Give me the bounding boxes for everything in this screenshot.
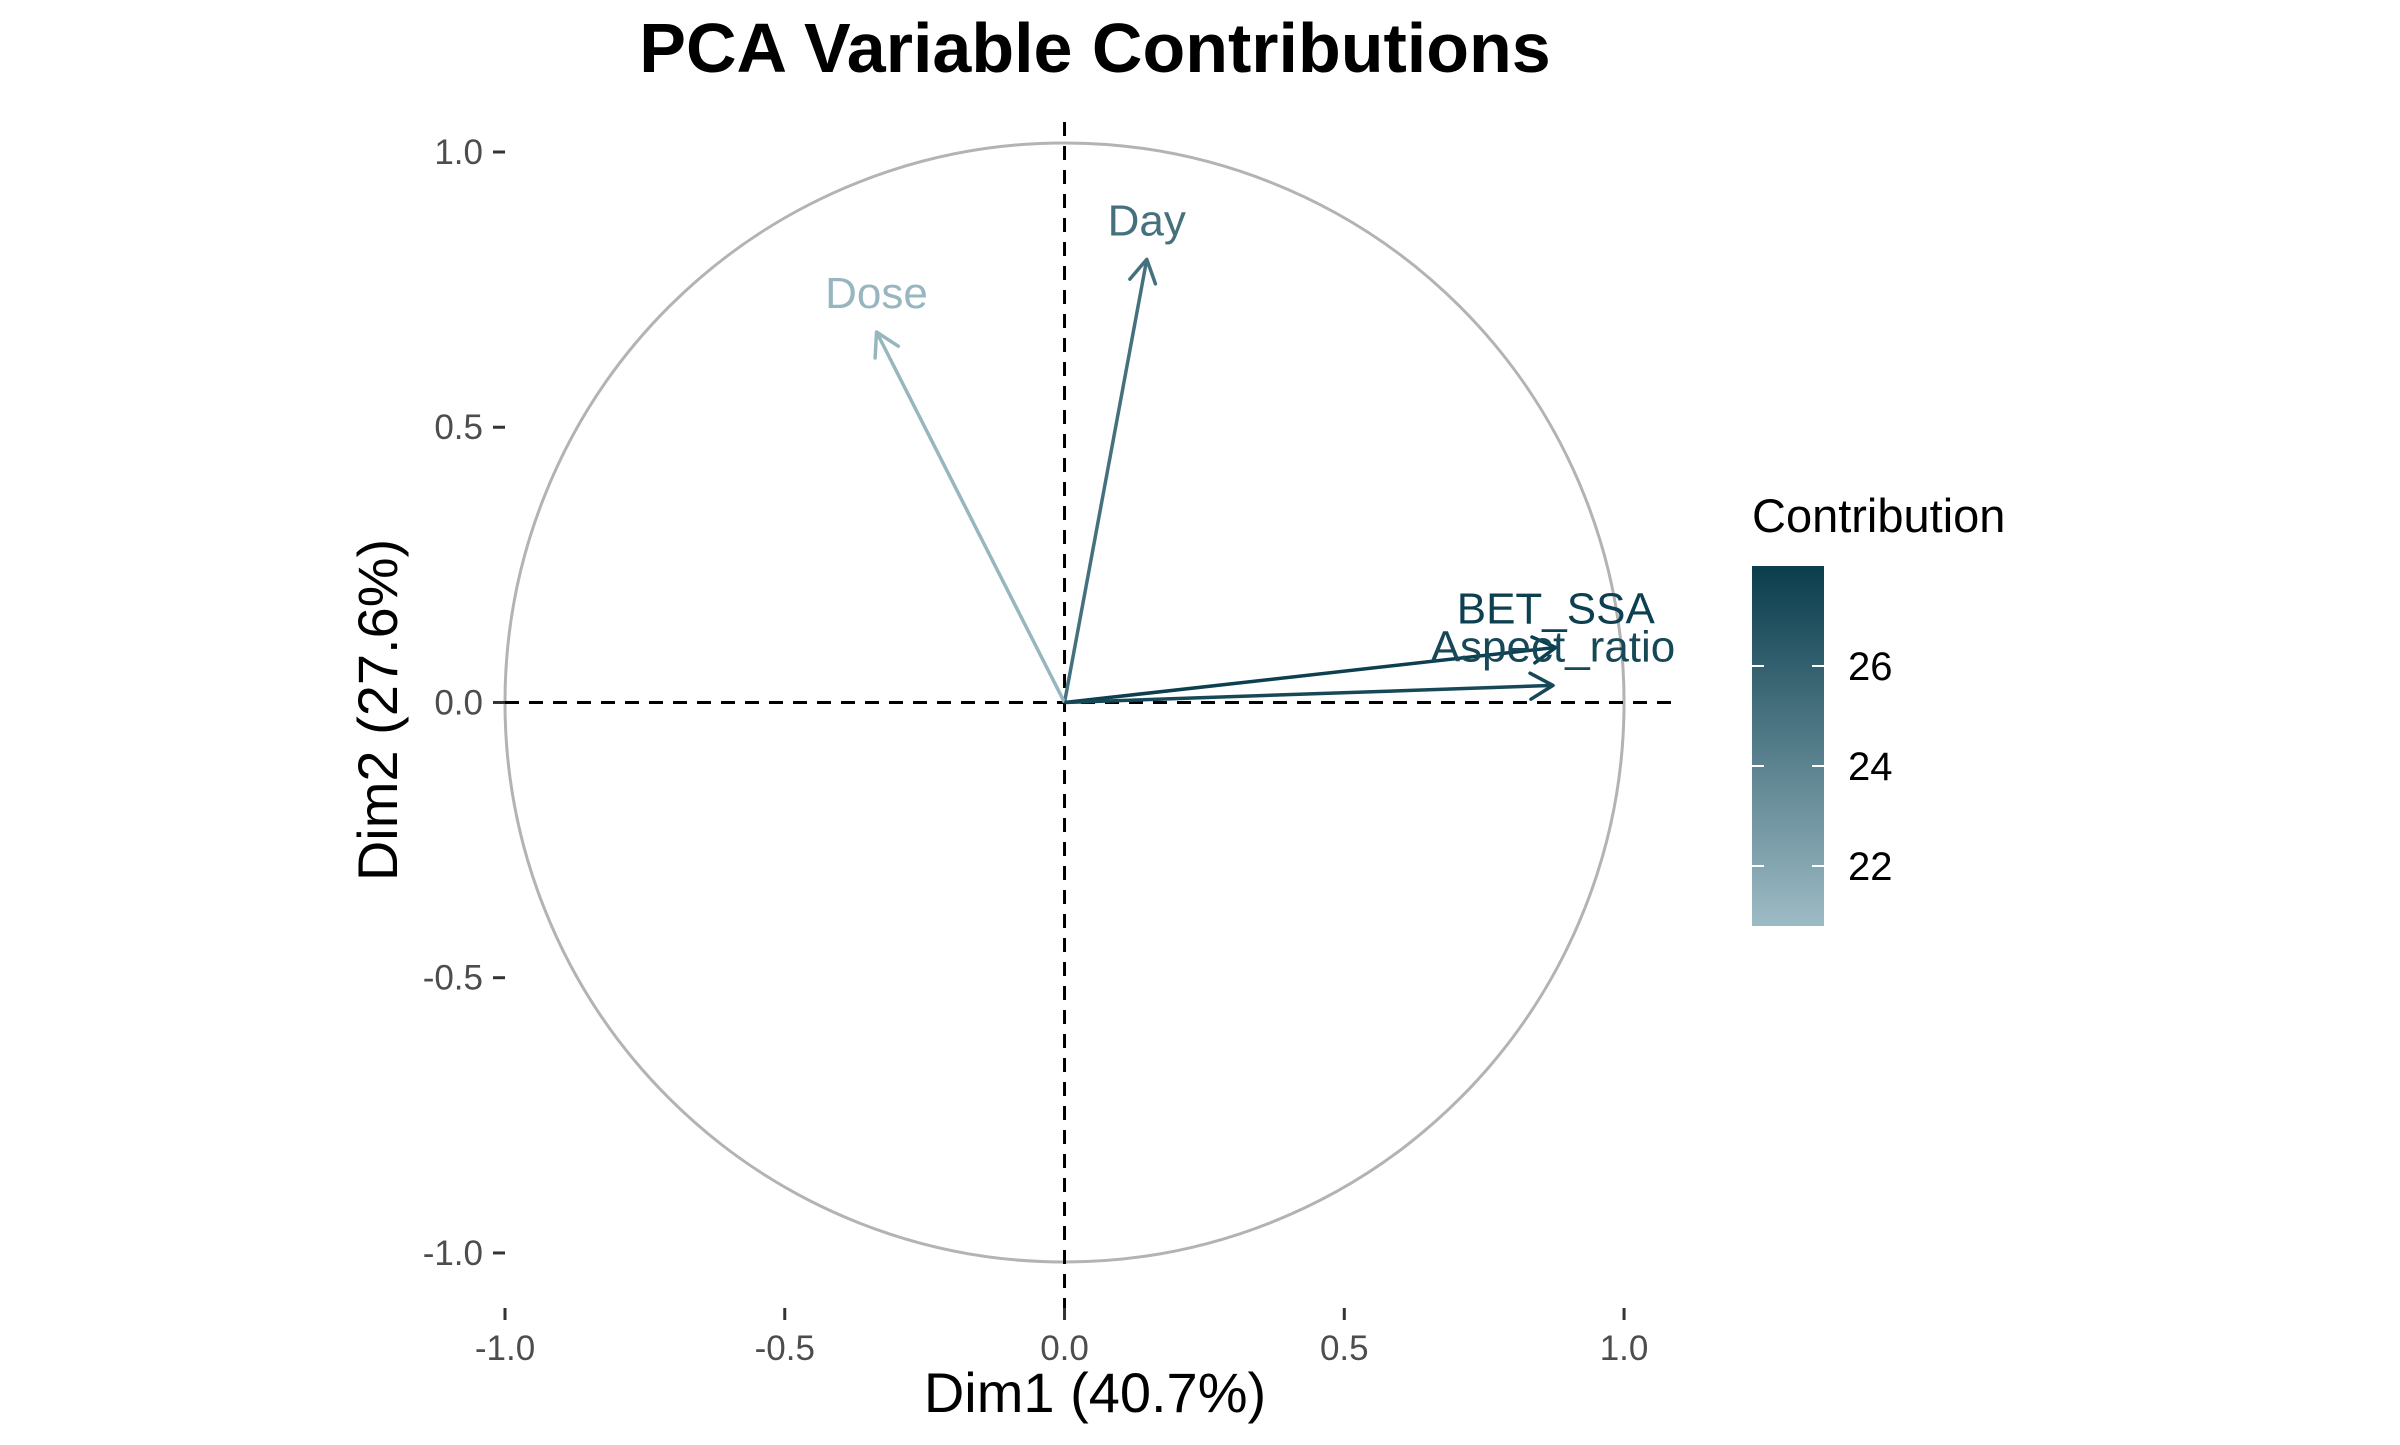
x-tick-label: 0.0 [1040,1329,1089,1368]
variable-arrow-bet-ssa: BET_SSA [1064,584,1656,705]
x-tick-label: -1.0 [475,1329,535,1368]
y-tick-label: 1.0 [434,133,483,172]
chart-title: PCA Variable Contributions [639,9,1550,87]
y-axis-label: Dim2 (27.6%) [346,539,409,881]
arrow-head [1528,671,1555,701]
legend: Contribution 22 24 26 [1752,489,2005,926]
variable-label-bet-ssa: BET_SSA [1457,584,1656,633]
variable-label-dose: Dose [825,269,928,318]
arrow-head [1128,257,1158,286]
legend-title: Contribution [1752,489,2005,542]
arrow-shaft [874,331,1067,704]
legend-colorbar [1752,566,1824,926]
arrow-head [873,330,901,360]
variable-label-day: Day [1108,196,1186,245]
y-tick-label: -0.5 [423,959,483,998]
legend-tick-label: 22 [1848,845,1893,889]
legend-ticks: 22 24 26 [1752,645,1893,889]
x-tick-label: 0.5 [1320,1329,1369,1368]
y-tick-label: 0.0 [434,683,483,722]
legend-tick-label: 26 [1848,645,1893,689]
variable-arrow-aspect-ratio: Aspect_ratio [1064,622,1676,705]
arrow-head [1530,635,1558,665]
plot-area: -1.0 -0.5 0.0 0.5 1.0 -1.0 -0.5 0.0 0.5 1.0 Day Dos… [423,122,1680,1368]
arrow-shaft [1062,259,1149,703]
legend-tick-label: 24 [1848,745,1893,789]
variable-arrow-day: Day [1062,196,1186,703]
arrow-shaft [1064,645,1556,705]
y-tick-label: 0.5 [434,408,483,447]
y-tick-label: -1.0 [423,1234,483,1273]
variable-arrow-dose: Dose [825,269,1067,704]
x-tick-label: 1.0 [1600,1329,1649,1368]
variable-label-aspect-ratio: Aspect_ratio [1431,622,1676,671]
arrow-shaft [1064,683,1554,705]
x-axis-label: Dim1 (40.7%) [924,1361,1266,1424]
x-tick-label: -0.5 [755,1329,815,1368]
